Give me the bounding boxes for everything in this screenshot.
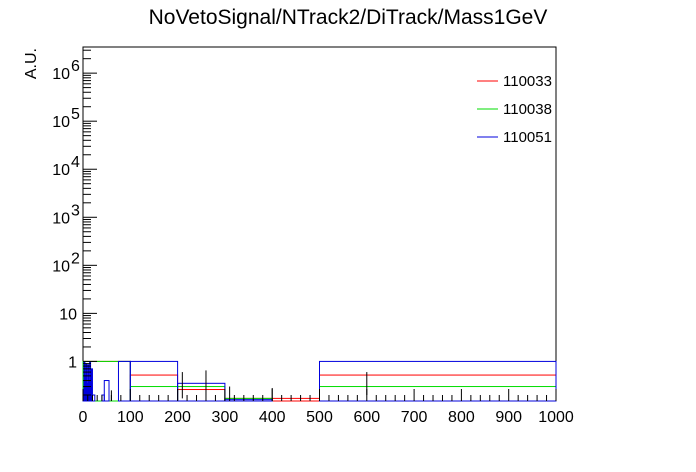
- histogram-bin: [177, 389, 226, 402]
- histogram-bin: [129, 360, 179, 402]
- histogram-bin: [103, 380, 110, 402]
- y-tick-exponent: 5: [71, 106, 80, 123]
- y-tick-label: 10: [59, 306, 77, 323]
- legend-label-110033: 110033: [503, 73, 552, 90]
- x-tick-label: 800: [448, 409, 475, 426]
- y-tick-label: 10: [52, 258, 70, 275]
- x-tick-label: 100: [117, 409, 144, 426]
- x-tick-label: 600: [353, 409, 380, 426]
- plot-frame: [82, 46, 557, 402]
- x-tick-label: 700: [401, 409, 428, 426]
- x-tick-label: 0: [79, 409, 88, 426]
- y-tick-label: 10: [52, 114, 70, 131]
- y-tick-label: 10: [52, 210, 70, 227]
- x-axis: 0 100 200 300 400 500 600 700 800 900 1000: [79, 389, 574, 426]
- y-tick-exponent: 3: [71, 202, 80, 219]
- y-tick-exponent: 2: [71, 250, 80, 267]
- histogram-bin: [129, 386, 179, 402]
- histogram-bin: [129, 374, 179, 402]
- histogram-bin: [319, 360, 557, 402]
- histogram-bin: [319, 386, 557, 402]
- histogram-bin: [224, 399, 273, 402]
- x-tick-label: 400: [259, 409, 286, 426]
- y-tick-label: 10: [52, 66, 70, 83]
- x-tick-label: 300: [212, 409, 239, 426]
- legend: 110033 110038 110051: [477, 73, 552, 146]
- y-tick-label: 1: [68, 354, 77, 371]
- x-tick-label: 500: [306, 409, 333, 426]
- legend-label-110051: 110051: [503, 129, 552, 146]
- y-tick-label: 10: [52, 162, 70, 179]
- y-tick-exponent: 6: [71, 58, 80, 75]
- histogram-bin: [117, 360, 131, 402]
- histogram-bin: [177, 386, 226, 402]
- y-tick-exponent: 4: [71, 154, 80, 171]
- histogram-bin: [177, 382, 226, 402]
- legend-label-110038: 110038: [503, 101, 552, 118]
- x-tick-label: 900: [495, 409, 522, 426]
- x-tick-label: 1000: [538, 409, 574, 426]
- chart-title: NoVetoSignal/NTrack2/DiTrack/Mass1GeV: [149, 6, 548, 29]
- y-axis-label: A.U.: [23, 48, 40, 79]
- histogram-bin: [319, 374, 557, 402]
- x-tick-label: 200: [164, 409, 191, 426]
